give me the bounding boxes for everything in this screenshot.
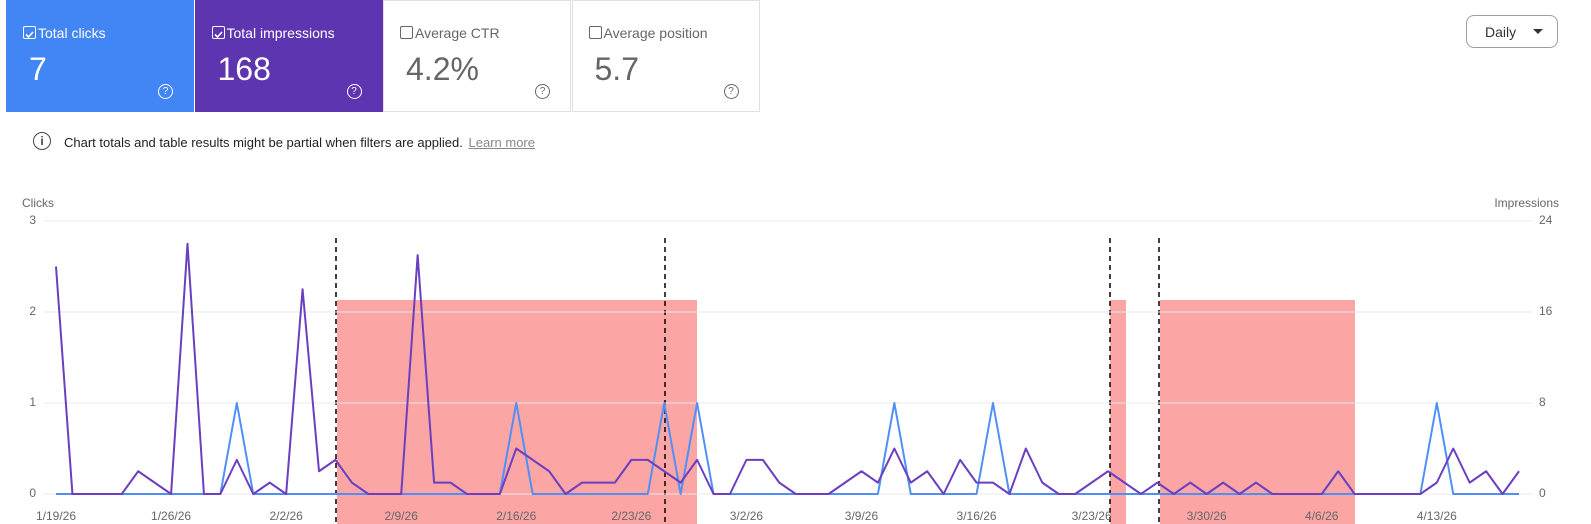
- metric-value: 4.2%: [406, 51, 479, 87]
- x-tick-label: 2/16/26: [496, 509, 536, 523]
- metric-card[interactable]: Total clicks 7?: [6, 0, 194, 112]
- x-tick-label: 3/9/26: [845, 509, 879, 523]
- x-tick-label: 3/23/26: [1072, 509, 1112, 523]
- annotations: [335, 238, 1355, 524]
- y2-tick-label: 0: [1539, 486, 1546, 500]
- x-tick-label: 2/23/26: [611, 509, 651, 523]
- x-tick-label: 2/9/26: [385, 509, 419, 523]
- metric-value: 5.7: [594, 51, 639, 87]
- metric-label: Total clicks: [38, 25, 106, 41]
- x-tick-label: 1/26/26: [151, 509, 191, 523]
- checkmark: [25, 31, 34, 39]
- y2-tick-label: 16: [1539, 304, 1553, 318]
- learn-more-link[interactable]: Learn more: [468, 135, 535, 150]
- metric-value: 168: [217, 51, 271, 87]
- data-line: [55, 242, 1520, 495]
- metric-card[interactable]: Total impressions 168?: [194, 0, 383, 112]
- notice: Chart totals and table results might be …: [64, 135, 535, 150]
- x-tick-label: 3/16/26: [957, 509, 997, 523]
- highlight: [1160, 300, 1355, 524]
- checkbox: [23, 26, 36, 39]
- help-icon: ?: [158, 84, 173, 99]
- metric-label: Average CTR: [415, 25, 500, 41]
- y-tick-label: 3: [29, 213, 36, 227]
- help-icon: ?: [723, 84, 739, 99]
- checkmark: [213, 31, 223, 39]
- dropdown-arrow: [1533, 29, 1543, 34]
- period-dropdown[interactable]: Daily: [1466, 15, 1558, 48]
- x-tick-label: 3/30/26: [1187, 509, 1227, 523]
- metric-label: Average position: [603, 25, 708, 41]
- notice-text: Chart totals and table results might be …: [64, 135, 463, 150]
- y2-axis-label: Impressions: [1494, 196, 1559, 210]
- x-tick-label: 3/2/26: [730, 509, 764, 523]
- x-tick-label: 1/19/26: [36, 509, 76, 523]
- checkbox: [588, 26, 602, 39]
- metric-card[interactable]: Average position 5.7?: [571, 0, 760, 112]
- y-axis-label: Clicks: [22, 196, 54, 210]
- metric-card[interactable]: Average CTR 4.2%?: [383, 0, 571, 112]
- x-tick-label: 2/2/26: [269, 509, 303, 523]
- metric-value: 7: [29, 51, 47, 87]
- y-tick-label: 0: [29, 486, 36, 500]
- x-tick-label: 4/13/26: [1417, 509, 1457, 523]
- y-tick-label: 2: [29, 304, 36, 318]
- y-tick-label: 1: [29, 395, 36, 409]
- x-tick-label: 4/6/26: [1305, 509, 1339, 523]
- help-icon: ?: [346, 84, 362, 99]
- highlight: [1110, 300, 1126, 524]
- metric-label: Total impressions: [226, 25, 335, 41]
- checkbox: [211, 26, 225, 39]
- y2-tick-label: 8: [1539, 395, 1546, 409]
- help-icon: ?: [535, 84, 550, 99]
- checkbox: [400, 26, 413, 39]
- y2-tick-label: 24: [1539, 213, 1553, 227]
- dropdown-label: Daily: [1485, 24, 1517, 40]
- info-icon: i: [33, 132, 51, 150]
